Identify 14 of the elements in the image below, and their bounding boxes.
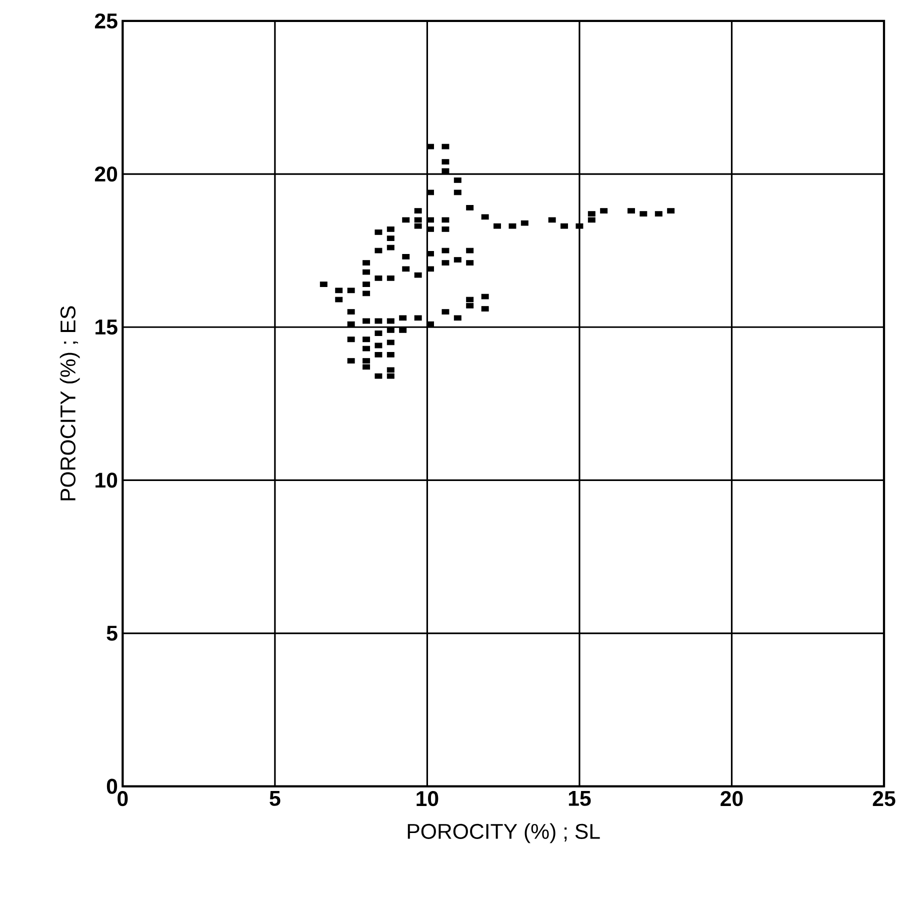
y-tick-label: 20 bbox=[94, 166, 118, 182]
x-tick-label: 5 bbox=[270, 791, 280, 806]
x-tick-label: 10 bbox=[416, 791, 438, 806]
y-axis-title: POROCITY (%) ; ES bbox=[60, 306, 80, 500]
x-tick-label: 15 bbox=[568, 791, 591, 806]
x-axis-title: POROCITY (%) ; SL bbox=[408, 823, 600, 844]
y-tick-label: 5 bbox=[106, 626, 118, 641]
y-tick-label: 0 bbox=[106, 778, 118, 794]
y-tick-label: 25 bbox=[94, 13, 118, 29]
y-tick-label: 15 bbox=[96, 320, 118, 335]
x-tick-label: 25 bbox=[872, 791, 896, 806]
y-tick-label: 10 bbox=[96, 472, 118, 488]
x-tick-label: 20 bbox=[720, 791, 743, 806]
x-tick-label: 0 bbox=[118, 791, 128, 806]
